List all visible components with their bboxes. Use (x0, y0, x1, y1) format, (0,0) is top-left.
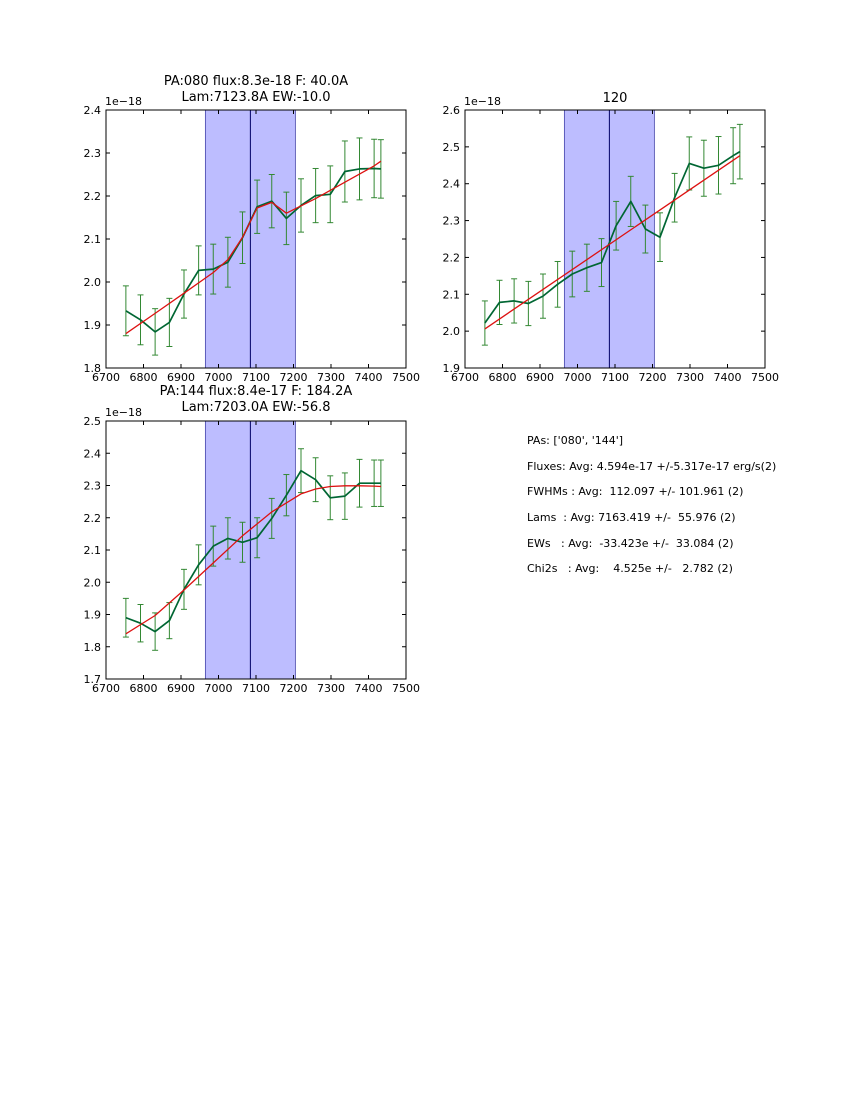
panel-1-xtick-label: 7000 (205, 371, 233, 384)
panel-2-title: 120 (465, 91, 765, 107)
panel-1-ytick-label: 2.4 (84, 104, 102, 117)
summary-stats: PAs: ['080', '144'] Fluxes: Avg: 4.594e-… (527, 432, 776, 586)
panel-1-ytick-label: 2.2 (84, 190, 102, 203)
panel-2-plot: 6700 6800 6900 7000 7100 7200 7300 7400 7500 1.9 2… (443, 95, 780, 384)
panel-2-ytick-label: 2.0 (443, 325, 461, 338)
panel-1-xtick-label: 7400 (355, 371, 383, 384)
panel-3-xtick-label: 7400 (355, 682, 383, 695)
panel-1-title-line2: Lam:7123.8A EW:-10.0 (181, 90, 331, 105)
panel-3-offset-label: 1e−18 (105, 406, 142, 419)
panel-3-plot: 6700 6800 6900 7000 7100 7200 7300 7400 7500 1.7 1… (84, 406, 421, 695)
panel-2-xtick-label: 7300 (676, 371, 704, 384)
panel-1-xtick-label: 6700 (92, 371, 120, 384)
panel-3-xtick-label: 6800 (130, 682, 158, 695)
panel-3-ytick-label: 2.0 (84, 576, 102, 589)
summary-fluxes: Fluxes: Avg: 4.594e-17 +/-5.317e-17 erg/… (527, 459, 777, 473)
panel-3-ytick-label: 2.1 (84, 544, 102, 557)
panel-2-ytick-label: 2.5 (443, 141, 461, 154)
panel-3-xtick-label: 6700 (92, 682, 120, 695)
summary-fwhms: FWHMs : Avg: 112.097 +/- 101.961 (2) (527, 485, 744, 499)
panel-1-xtick-label: 7300 (317, 371, 345, 384)
panel-1-ytick-label: 1.9 (84, 319, 102, 332)
panel-2-ytick-label: 2.1 (443, 288, 461, 301)
panel-3-ytick-label: 2.2 (84, 512, 102, 525)
panel-1-title-line1: PA:080 flux:8.3e-18 F: 40.0A (163, 74, 349, 89)
panel-3-ytick-label: 2.4 (84, 447, 102, 460)
panel-2-ytick-label: 2.2 (443, 251, 461, 264)
panel-3-title-line2: Lam:7203.0A EW:-56.8 (181, 400, 331, 415)
panel-1-xtick-label: 7100 (242, 371, 270, 384)
panel-2-ytick-label: 1.9 (443, 362, 461, 375)
panel-3-fit-line (125, 485, 381, 635)
panel-1-title: PA:080 flux:8.3e-18 F: 40.0A Lam:7123.8A… (106, 74, 406, 106)
panel-2-xtick-label: 6900 (526, 371, 554, 384)
panel-1-ytick-label: 2.1 (84, 233, 102, 246)
panel-3-xtick-label: 7500 (392, 682, 420, 695)
panel-2-xtick-label: 6700 (451, 371, 479, 384)
panel-1-plot: 6700 6800 6900 7000 7100 7200 7300 7400 7500 1.8 1… (84, 95, 421, 384)
panel-3-data-line (125, 469, 381, 633)
panel-2-offset-label: 1e−18 (464, 95, 501, 108)
panel-2-title-line1: 120 (602, 91, 628, 106)
panel-3-xtick-label: 7000 (205, 682, 233, 695)
panel-1-offset-label: 1e−18 (105, 95, 142, 108)
panel-3-xtick-label: 7100 (242, 682, 270, 695)
panel-1-xtick-label: 6800 (130, 371, 158, 384)
panel-2-xtick-label: 7000 (564, 371, 592, 384)
panel-2-xtick-label: 7400 (714, 371, 742, 384)
summary-chi2s: Chi2s : Avg: 4.525e +/- 2.782 (2) (527, 562, 733, 576)
panel-1-ytick-label: 1.8 (84, 362, 102, 375)
panel-1-ytick-label: 2.0 (84, 276, 102, 289)
panel-2-xtick-label: 7100 (601, 371, 629, 384)
panel-1-xtick-label: 6900 (167, 371, 195, 384)
panel-1-xtick-label: 7500 (392, 371, 420, 384)
panel-2-xtick-label: 7200 (639, 371, 667, 384)
panel-3-ytick-label: 2.3 (84, 480, 102, 493)
panel-3-ytick-label: 1.9 (84, 609, 102, 622)
panel-1-data-line (125, 167, 381, 333)
panel-2-ytick-label: 2.4 (443, 178, 461, 191)
panel-3-title-line1: PA:144 flux:8.4e-17 F: 184.2A (159, 384, 353, 399)
summary-pas: PAs: ['080', '144'] (527, 434, 624, 447)
panel-3-title: PA:144 flux:8.4e-17 F: 184.2A Lam:7203.0… (106, 384, 406, 416)
panel-2-xtick-label: 6800 (489, 371, 517, 384)
panel-1-ytick-label: 2.3 (84, 147, 102, 160)
panel-3-xtick-label: 7300 (317, 682, 345, 695)
summary-lams: Lams : Avg: 7163.419 +/- 55.976 (2) (527, 511, 736, 525)
panel-2-xtick-label: 7500 (751, 371, 779, 384)
panel-1-xtick-label: 7200 (280, 371, 308, 384)
panel-2-fit-line (484, 155, 741, 330)
panel-3-ytick-label: 2.5 (84, 415, 102, 428)
panel-3-ytick-label: 1.8 (84, 641, 102, 654)
panel-2-ytick-label: 2.6 (443, 104, 461, 117)
panel-3-xtick-label: 6900 (167, 682, 195, 695)
panel-2-ytick-label: 2.3 (443, 215, 461, 228)
panel-3-ytick-label: 1.7 (84, 673, 102, 686)
panel-1-fit-line (125, 160, 382, 335)
panel-3-xtick-label: 7200 (280, 682, 308, 695)
panel-2-data-line (484, 150, 741, 324)
summary-ews: EWs : Avg: -33.423e +/- 33.084 (2) (527, 536, 734, 550)
